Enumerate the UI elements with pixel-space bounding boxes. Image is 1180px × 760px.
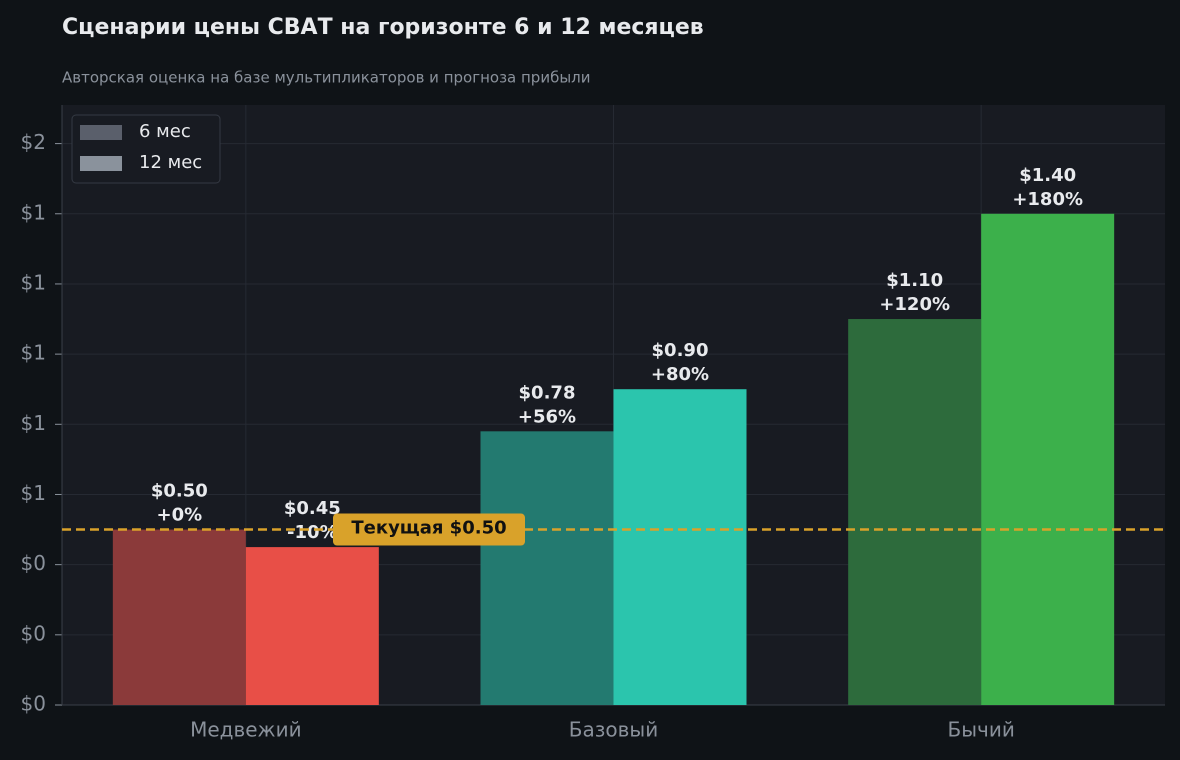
change-label: +80% xyxy=(651,364,709,385)
bar xyxy=(245,547,379,705)
y-tick-label: $1 xyxy=(21,270,46,294)
change-label: +56% xyxy=(518,406,576,427)
y-tick-label: $0 xyxy=(21,551,46,575)
value-label: $0.78 xyxy=(519,382,576,403)
bar xyxy=(480,431,614,705)
bar xyxy=(848,319,982,705)
bar xyxy=(112,529,246,705)
value-label: $1.40 xyxy=(1019,165,1076,186)
y-tick-label: $1 xyxy=(21,341,46,365)
chart-title: Сценарии цены СВАТ на горизонте 6 и 12 м… xyxy=(62,15,704,40)
y-tick-label: $0 xyxy=(21,692,46,716)
reference-label-box xyxy=(333,513,525,546)
x-tick-label: Базовый xyxy=(569,718,658,742)
chart-subtitle: Авторская оценка на базе мультипликаторо… xyxy=(62,69,591,87)
legend-label: 6 мес xyxy=(139,121,191,142)
legend-label: 12 мес xyxy=(139,152,202,173)
value-label: $1.10 xyxy=(886,270,943,291)
y-tick-label: $2 xyxy=(21,130,46,154)
bar xyxy=(613,389,747,705)
y-tick-label: $1 xyxy=(21,411,46,435)
reference-label: Текущая $0.50 xyxy=(351,518,506,539)
change-label: -10% xyxy=(287,522,338,543)
change-label: +180% xyxy=(1012,189,1083,210)
bar xyxy=(981,213,1115,706)
x-tick-label: Медвежий xyxy=(190,718,302,742)
value-label: $0.90 xyxy=(652,340,709,361)
x-tick-label: Бычий xyxy=(948,718,1015,742)
change-label: +120% xyxy=(879,294,950,315)
value-label: $0.45 xyxy=(284,498,341,519)
legend-swatch xyxy=(80,156,122,171)
y-tick-label: $1 xyxy=(21,200,46,224)
y-tick-label: $1 xyxy=(21,481,46,505)
legend-swatch xyxy=(80,125,122,140)
value-label: $0.50 xyxy=(151,481,208,502)
y-tick-label: $0 xyxy=(21,621,46,645)
change-label: +0% xyxy=(157,505,203,526)
